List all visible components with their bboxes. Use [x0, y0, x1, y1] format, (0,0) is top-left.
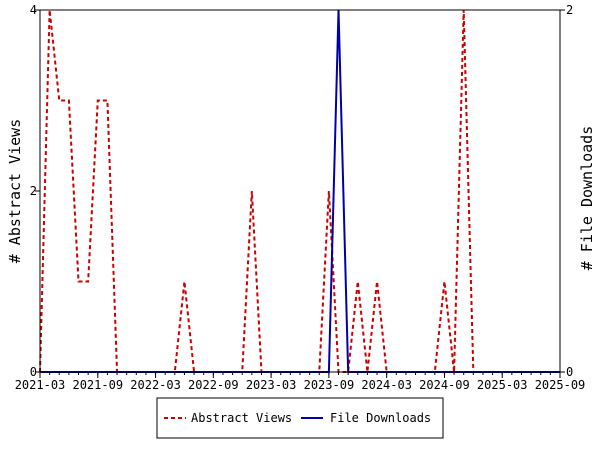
y-tick-label: 2: [30, 184, 37, 198]
x-tick-label: 2025-09: [535, 378, 586, 392]
x-tick-label: 2024-03: [361, 378, 412, 392]
legend-label-file-downloads: File Downloads: [330, 411, 431, 425]
y2-tick-label: 0: [566, 365, 573, 379]
x-tick-label: 2024-09: [419, 378, 470, 392]
y-tick-label: 0: [30, 365, 37, 379]
y-axis-left: 0 2 4: [30, 3, 40, 379]
legend-label-abstract-views: Abstract Views: [191, 411, 292, 425]
y-tick-label: 4: [30, 3, 37, 17]
y2-axis-title: # File Downloads: [578, 126, 596, 271]
y-axis-title: # Abstract Views: [6, 119, 24, 264]
x-tick-label: 2023-09: [304, 378, 355, 392]
legend: Abstract Views File Downloads: [156, 397, 444, 439]
y-axis-right: 02: [560, 3, 573, 379]
x-tick-label: 2021-03: [15, 378, 66, 392]
x-tick-label: 2021-09: [72, 378, 123, 392]
x-tick-label: 2025-03: [477, 378, 528, 392]
x-tick-label: 2023-03: [246, 378, 297, 392]
x-tick-label: 2022-03: [130, 378, 181, 392]
legend-box: [156, 397, 444, 439]
y2-tick-label: 2: [566, 3, 573, 17]
x-tick-label: 2022-09: [188, 378, 239, 392]
x-axis: 2021-03 2021-09 2022-03 2022-09 2023-03 2023-…: [15, 372, 586, 392]
